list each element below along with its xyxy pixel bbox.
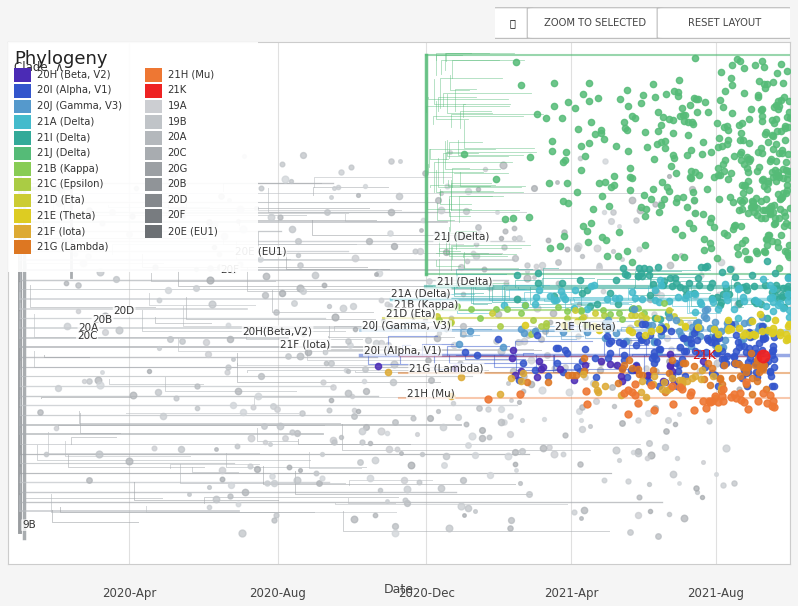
Text: 9B: 9B bbox=[22, 520, 36, 530]
Bar bbox=[144, 193, 162, 207]
Text: 20E (EU1): 20E (EU1) bbox=[235, 247, 286, 256]
Text: 21K: 21K bbox=[692, 348, 716, 362]
Bar bbox=[8, 42, 259, 271]
Text: 21H (Mu): 21H (Mu) bbox=[407, 388, 455, 398]
FancyBboxPatch shape bbox=[492, 8, 533, 38]
Text: 21G (Lambda): 21G (Lambda) bbox=[37, 242, 109, 251]
Bar bbox=[144, 147, 162, 160]
Text: 20E (EU1): 20E (EU1) bbox=[168, 226, 217, 236]
Text: 2021-Aug: 2021-Aug bbox=[687, 587, 745, 600]
FancyBboxPatch shape bbox=[527, 8, 663, 38]
Text: RESET LAYOUT: RESET LAYOUT bbox=[689, 18, 761, 28]
Text: 20G: 20G bbox=[168, 164, 188, 173]
Text: 21J (Delta): 21J (Delta) bbox=[434, 233, 489, 242]
Text: 21G (Lambda): 21G (Lambda) bbox=[409, 364, 484, 374]
Text: Phylogeny: Phylogeny bbox=[14, 50, 108, 68]
Bar bbox=[144, 131, 162, 145]
Text: 20A: 20A bbox=[78, 322, 99, 333]
Text: 19A: 19A bbox=[168, 101, 188, 111]
Text: 20C: 20C bbox=[168, 148, 187, 158]
Text: 20J (Gamma, V3): 20J (Gamma, V3) bbox=[37, 101, 122, 111]
Text: ZOOM TO SELECTED: ZOOM TO SELECTED bbox=[544, 18, 646, 28]
Bar bbox=[144, 68, 162, 82]
FancyBboxPatch shape bbox=[658, 8, 793, 38]
Text: 🔍: 🔍 bbox=[510, 18, 516, 28]
Text: 20J (Gamma, V3): 20J (Gamma, V3) bbox=[362, 321, 451, 331]
Text: Clade  ∧: Clade ∧ bbox=[14, 61, 64, 74]
Bar bbox=[14, 131, 31, 145]
Text: 2020-Aug: 2020-Aug bbox=[249, 587, 306, 600]
Text: 21I (Delta): 21I (Delta) bbox=[37, 132, 90, 142]
Bar bbox=[14, 178, 31, 191]
Text: 20H(Beta,V2): 20H(Beta,V2) bbox=[243, 326, 313, 336]
Bar bbox=[144, 178, 162, 191]
Text: 21A (Delta): 21A (Delta) bbox=[391, 288, 451, 298]
Text: 20B: 20B bbox=[168, 179, 187, 189]
Text: 20I (Alpha, V1): 20I (Alpha, V1) bbox=[37, 85, 111, 95]
Text: 21C (Epsilon): 21C (Epsilon) bbox=[37, 179, 103, 189]
X-axis label: Date: Date bbox=[384, 583, 414, 596]
Text: 21D (Eta): 21D (Eta) bbox=[37, 195, 85, 205]
Text: 20B: 20B bbox=[93, 315, 113, 325]
Bar bbox=[14, 100, 31, 113]
Text: 21I (Delta): 21I (Delta) bbox=[437, 276, 492, 286]
Text: 20D: 20D bbox=[168, 195, 188, 205]
Bar bbox=[144, 100, 162, 113]
Text: 21K: 21K bbox=[168, 85, 187, 95]
Bar bbox=[14, 193, 31, 207]
Text: 21E (Theta): 21E (Theta) bbox=[555, 321, 616, 331]
Bar bbox=[14, 68, 31, 82]
Bar bbox=[14, 225, 31, 238]
Bar bbox=[144, 115, 162, 129]
Text: 21F (Iota): 21F (Iota) bbox=[280, 339, 330, 349]
Text: 20F: 20F bbox=[168, 210, 186, 221]
Bar bbox=[144, 209, 162, 223]
Text: 21A (Delta): 21A (Delta) bbox=[37, 116, 94, 127]
Bar bbox=[144, 225, 162, 238]
Text: 20C: 20C bbox=[77, 331, 97, 342]
Text: 20F: 20F bbox=[221, 265, 239, 275]
Text: 21E (Theta): 21E (Theta) bbox=[37, 210, 95, 221]
Text: 21F (Iota): 21F (Iota) bbox=[37, 226, 85, 236]
Bar bbox=[14, 84, 31, 98]
Bar bbox=[144, 162, 162, 176]
Text: 2020-Apr: 2020-Apr bbox=[102, 587, 156, 600]
Bar bbox=[14, 162, 31, 176]
Text: 2021-Apr: 2021-Apr bbox=[543, 587, 598, 600]
Bar bbox=[144, 84, 162, 98]
Text: 21J (Delta): 21J (Delta) bbox=[37, 148, 90, 158]
Bar bbox=[14, 115, 31, 129]
Text: 20H (Beta, V2): 20H (Beta, V2) bbox=[37, 70, 110, 80]
Bar bbox=[14, 209, 31, 223]
Text: 19B: 19B bbox=[168, 116, 188, 127]
Bar bbox=[14, 241, 31, 254]
Text: 20I (Alpha, V1): 20I (Alpha, V1) bbox=[364, 345, 441, 356]
Text: 21H (Mu): 21H (Mu) bbox=[168, 70, 214, 80]
Text: 20D: 20D bbox=[113, 307, 135, 316]
Text: 21B (Kappa): 21B (Kappa) bbox=[393, 300, 458, 310]
Text: 20A: 20A bbox=[168, 132, 187, 142]
Bar bbox=[14, 147, 31, 160]
Text: 21B (Kappa): 21B (Kappa) bbox=[37, 164, 98, 173]
Text: 21D (Eta): 21D (Eta) bbox=[385, 308, 435, 318]
Text: 2020-Dec: 2020-Dec bbox=[398, 587, 455, 600]
